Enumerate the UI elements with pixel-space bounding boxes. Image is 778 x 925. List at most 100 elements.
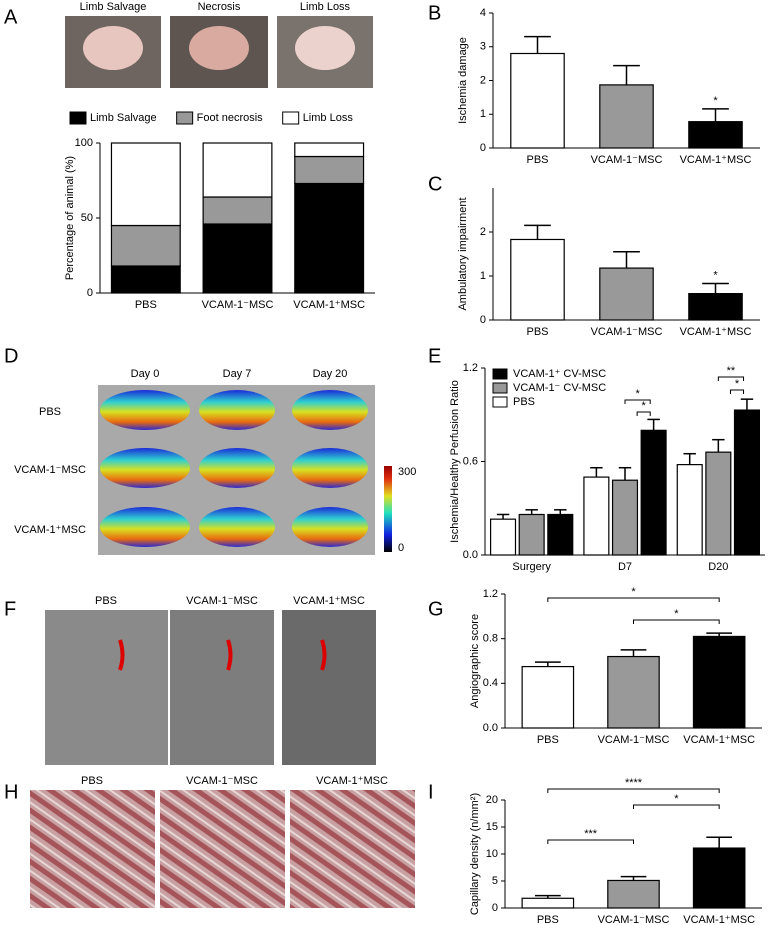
x-tick-label: D7: [618, 561, 632, 573]
bar: [547, 513, 574, 556]
x-tick-label: VCAM-1⁺MSC: [680, 326, 752, 338]
y-tick-label: 0.0: [463, 549, 478, 561]
y-tick-label: 0.4: [483, 677, 498, 689]
image-label: VCAM-1⁻MSC: [186, 595, 258, 607]
x-tick-label: PBS: [537, 734, 559, 746]
bar: [521, 665, 575, 729]
color-bar-label: 0: [398, 542, 404, 554]
photo-label: Limb Loss: [300, 1, 351, 13]
x-tick-label: VCAM-1⁺MSC: [293, 299, 365, 311]
panel-label: B: [428, 2, 441, 24]
significance-bracket: [636, 411, 651, 416]
heat-map: [100, 507, 190, 547]
x-tick-label: PBS: [537, 914, 559, 925]
y-tick-label: 0: [480, 314, 486, 326]
y-tick-label: 1.2: [483, 588, 498, 600]
x-tick-label: D20: [708, 561, 728, 573]
y-tick-label: 0.6: [463, 455, 478, 467]
bar: [294, 155, 365, 185]
bar: [688, 121, 743, 149]
y-axis-label: Ischemia damage: [457, 37, 469, 124]
legend-swatch: [282, 111, 300, 125]
xray: [282, 610, 376, 765]
bar: [202, 142, 273, 198]
heat-map: [292, 507, 368, 547]
heat-map: [199, 390, 275, 430]
y-tick-label: 3: [480, 41, 486, 53]
x-tick-label: PBS: [135, 299, 157, 311]
histology: [160, 790, 285, 908]
photo-label: Necrosis: [198, 1, 241, 13]
significance-bracket: [547, 597, 720, 602]
heat-map: [100, 448, 190, 488]
y-tick-label: 1.2: [463, 362, 478, 374]
bar: [510, 238, 565, 321]
column-label: Day 20: [313, 368, 348, 380]
x-tick-label: VCAM-1⁻MSC: [591, 154, 663, 166]
bar: [518, 513, 545, 556]
panel-label: F: [4, 598, 16, 620]
vessel-marker: [226, 639, 233, 671]
legend-swatch: [492, 382, 508, 394]
photo-subject: [295, 26, 355, 70]
heat-map: [199, 507, 275, 547]
significance-bracket: [547, 788, 720, 793]
bar: [110, 224, 181, 267]
panel-label: E: [428, 345, 441, 367]
legend-swatch: [492, 368, 508, 380]
significance-bracket: [633, 619, 720, 624]
legend-label: PBS: [513, 396, 535, 408]
bar: [110, 142, 181, 227]
y-tick-label: 0: [87, 287, 93, 299]
x-tick-label: PBS: [526, 326, 548, 338]
legend-label: Foot necrosis: [197, 112, 264, 124]
significance-bracket: [717, 376, 745, 381]
bar: [510, 52, 565, 149]
vessel-marker: [320, 639, 327, 671]
y-axis-label: Percentage of animal (%): [64, 156, 76, 280]
significance-bracket: [624, 399, 651, 404]
heat-map: [292, 448, 368, 488]
panel-label: G: [428, 598, 444, 620]
bar: [692, 847, 746, 909]
bar: [640, 429, 667, 556]
significance-bracket: [633, 804, 720, 809]
y-axis-label: Capillary density (n/mm²): [469, 793, 481, 915]
histology: [290, 790, 415, 908]
x-tick-label: VCAM-1⁺MSC: [683, 914, 755, 925]
legend-label: VCAM-1⁻ CV-MSC: [513, 382, 606, 394]
significance: *: [674, 608, 679, 620]
histology-images: PBS VCAM-1⁻MSC VCAM-1⁺MSC: [30, 775, 415, 908]
xray: [45, 610, 168, 765]
bar: [688, 293, 743, 321]
significance: ****: [625, 777, 643, 789]
bar: [733, 409, 760, 556]
photo-row: Limb Salvage Necrosis Limb Loss: [65, 1, 373, 88]
image-label: VCAM-1⁻MSC: [186, 775, 258, 787]
x-tick-label: VCAM-1⁻MSC: [591, 326, 663, 338]
photo-subject: [189, 26, 249, 70]
heat-map: [199, 448, 275, 488]
legend-swatch: [176, 111, 194, 125]
y-tick-label: 50: [81, 212, 93, 224]
x-tick-label: VCAM-1⁻MSC: [598, 734, 670, 746]
row-label: VCAM-1⁻MSC: [14, 464, 86, 476]
bar: [202, 223, 273, 294]
photo-subject: [83, 26, 143, 70]
legend-label: VCAM-1⁺ CV-MSC: [513, 368, 606, 380]
y-tick-label: 2: [480, 74, 486, 86]
significance: *: [642, 400, 647, 412]
y-axis-label: Ambulatory impairment: [457, 197, 469, 310]
y-tick-label: 1: [480, 270, 486, 282]
bar: [607, 879, 660, 909]
color-bar: [384, 466, 392, 552]
image-label: PBS: [81, 775, 103, 787]
color-bar-label: 300: [398, 466, 416, 478]
y-tick-label: 0: [492, 902, 498, 914]
significance: *: [631, 586, 636, 598]
bar: [294, 182, 365, 294]
y-tick-label: 0.0: [483, 722, 498, 734]
legend-swatch: [69, 111, 87, 125]
bar: [521, 897, 575, 909]
